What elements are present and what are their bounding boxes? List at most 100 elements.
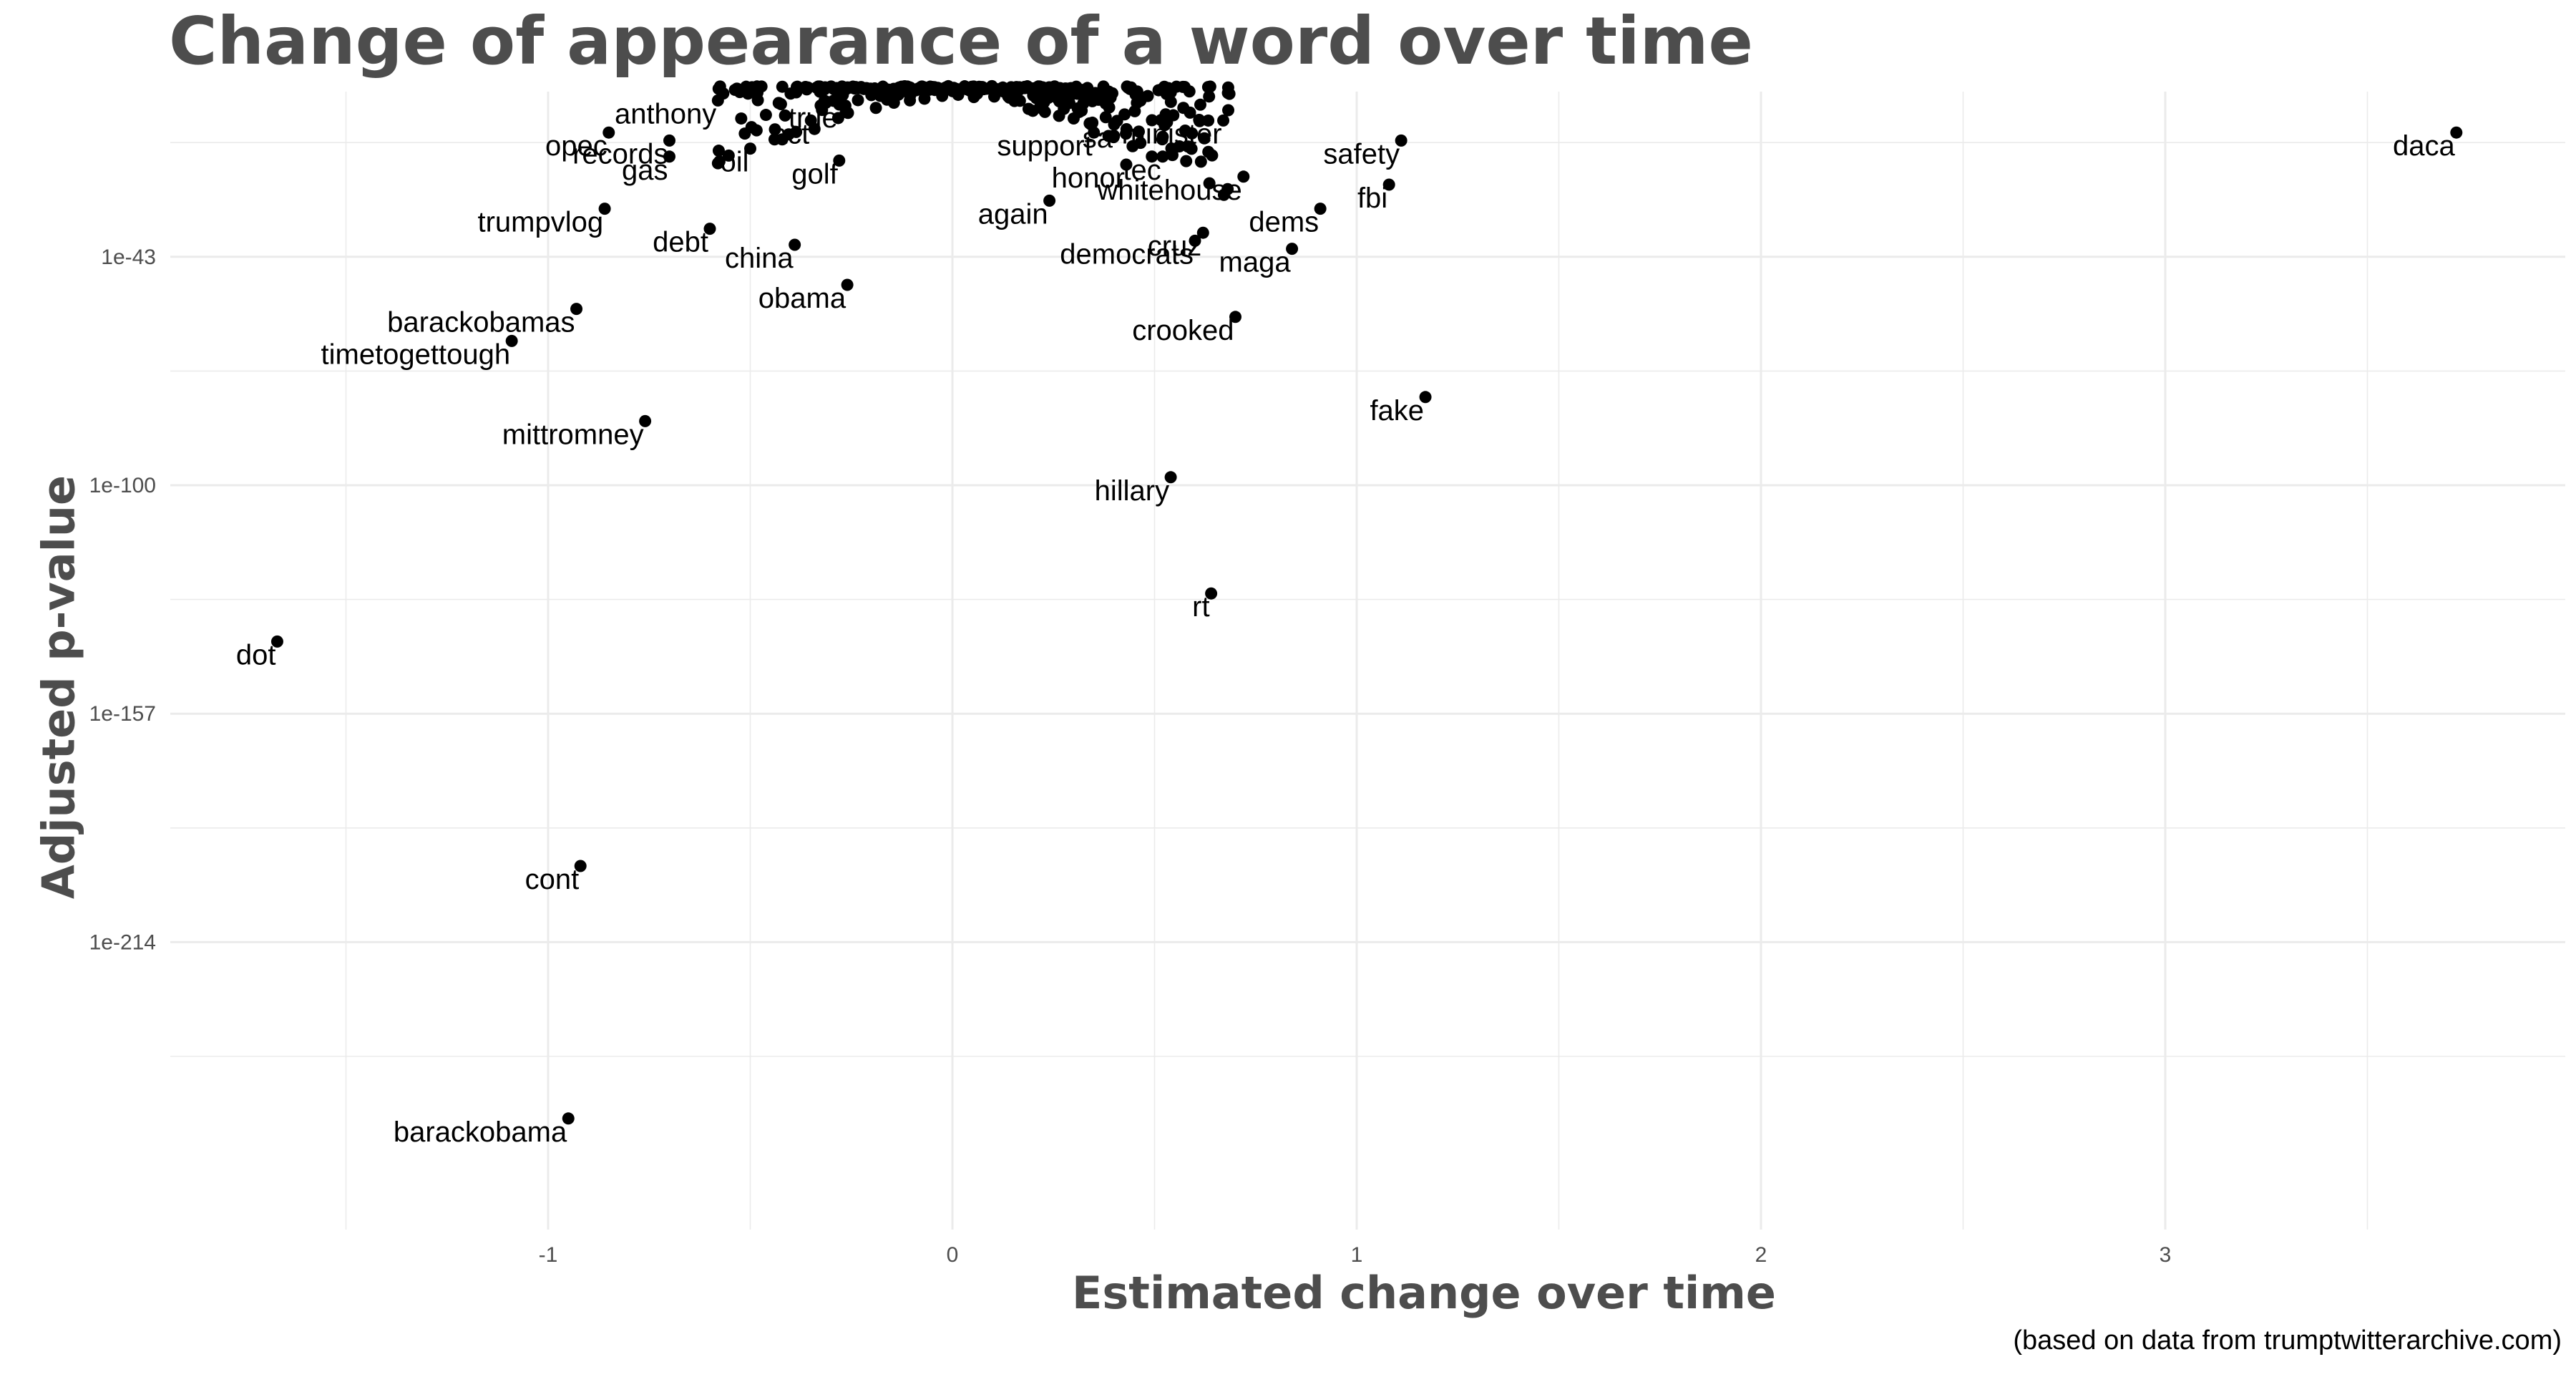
data-point-mittromney <box>639 414 652 427</box>
data-point-unlabeled <box>1068 82 1080 95</box>
data-point-unlabeled <box>1181 140 1194 153</box>
data-point-unlabeled <box>1121 80 1133 93</box>
y-tick-label: 1e-100 <box>89 474 156 497</box>
data-point-unlabeled <box>712 145 725 157</box>
data-point-unlabeled <box>1176 80 1189 93</box>
data-point-obama <box>841 278 854 291</box>
point-label-debt: debt <box>653 227 708 258</box>
data-point-fake <box>1419 391 1432 404</box>
point-label-opec: opec <box>545 130 608 162</box>
y-tick-label: 1e-157 <box>89 702 156 726</box>
point-label-dot: dot <box>236 639 276 671</box>
point-labels: daca safety fbi dems maga whitehouse minister c… <box>236 98 2456 1147</box>
x-tick-label: -1 <box>539 1243 558 1267</box>
data-point-unlabeled <box>745 121 758 134</box>
point-label-cont: cont <box>525 864 580 895</box>
data-point-china <box>789 238 801 251</box>
data-point-unlabeled <box>1203 90 1216 103</box>
data-point-unlabeled <box>712 82 725 95</box>
y-tick-label: 1e-43 <box>101 245 156 269</box>
data-point-unlabeled <box>904 94 917 107</box>
point-label-fake: fake <box>1370 395 1424 427</box>
point-label-true: true <box>789 102 838 134</box>
x-tick-label: 2 <box>1755 1243 1767 1267</box>
point-label-honor: honor <box>1052 162 1125 194</box>
data-point-gas <box>663 150 675 163</box>
data-point-unlabeled <box>759 109 772 122</box>
point-label-china: china <box>725 243 794 274</box>
data-point-unlabeled <box>776 80 789 93</box>
point-label-obama: obama <box>758 283 847 314</box>
data-point-unlabeled <box>776 133 789 146</box>
data-point-unlabeled <box>1118 108 1131 121</box>
data-point-honor <box>1120 158 1133 171</box>
data-point-unlabeled <box>1201 81 1214 94</box>
data-point-unlabeled <box>772 97 785 110</box>
data-point-tec <box>1156 150 1169 163</box>
data-point-unlabeled <box>869 102 882 115</box>
data-point-whitehouse <box>1237 170 1250 183</box>
data-point-unlabeled <box>1073 106 1085 119</box>
data-point-golf <box>833 154 846 167</box>
chart-caption: (based on data from trumptwitterarchive.… <box>2013 1325 2562 1356</box>
data-point-unlabeled <box>1180 155 1193 167</box>
data-point-unlabeled <box>1198 132 1211 145</box>
x-axis-title: Estimated change over time <box>0 1267 2576 1319</box>
point-label-trumpvlog: trumpvlog <box>477 207 603 238</box>
data-point-unlabeled <box>1221 87 1234 99</box>
data-point-unlabeled <box>779 109 791 122</box>
point-label-again: again <box>978 198 1048 230</box>
x-tick-label: 1 <box>1351 1243 1363 1267</box>
data-point-unlabeled <box>1194 115 1206 127</box>
point-label-daca: daca <box>2393 130 2455 162</box>
point-label-gas: gas <box>622 155 668 186</box>
data-point-unlabeled <box>1155 83 1168 96</box>
chart-title: Change of appearance of a word over time <box>169 3 1753 79</box>
data-point-hillary <box>1164 471 1177 484</box>
point-label-sa: sa <box>1083 122 1113 154</box>
data-point-unlabeled <box>1106 87 1118 99</box>
data-point-unlabeled <box>808 122 821 135</box>
data-point-unlabeled <box>1099 111 1112 124</box>
point-label-timetogettough: timetogettough <box>321 339 511 370</box>
data-point-unlabeled <box>1146 150 1158 163</box>
data-point-unlabeled <box>827 94 840 107</box>
data-point-unlabeled <box>746 81 758 94</box>
data-point-dot <box>270 635 283 648</box>
data-point-unlabeled <box>791 80 804 93</box>
data-point-opec <box>602 126 615 139</box>
point-label-mittromney: mittromney <box>502 419 644 450</box>
data-point-unlabeled <box>1194 155 1207 168</box>
data-point-unlabeled <box>1097 82 1110 94</box>
data-point-unlabeled <box>1156 133 1169 146</box>
point-label-tec: tec <box>1123 155 1161 186</box>
data-points <box>270 79 2463 1125</box>
data-point-unlabeled <box>1217 188 1230 201</box>
data-point-minister <box>1217 114 1230 127</box>
data-point-debt <box>703 223 716 235</box>
data-point-safety <box>1395 134 1407 147</box>
data-point-unlabeled <box>790 125 803 138</box>
point-label-support: support <box>997 130 1092 162</box>
point-label-fbi: fbi <box>1357 183 1387 214</box>
point-label-maga: maga <box>1219 247 1292 278</box>
data-point-barackobama <box>562 1112 575 1125</box>
point-label-dems: dems <box>1249 207 1319 238</box>
data-point-timetogettough <box>505 334 518 347</box>
data-point-cruz <box>1196 226 1209 239</box>
x-tick-label: 3 <box>2160 1243 2172 1267</box>
data-point-unlabeled <box>1103 101 1116 114</box>
data-point-unlabeled <box>1184 106 1196 119</box>
point-label-act: act <box>771 118 809 150</box>
data-point-unlabeled <box>1077 86 1090 99</box>
point-label-rt: rt <box>1192 591 1209 623</box>
data-point-unlabeled <box>918 92 931 105</box>
data-point-unlabeled <box>1102 130 1115 142</box>
point-label-records: records <box>572 138 668 170</box>
data-point-unlabeled <box>769 123 781 136</box>
data-point-unlabeled <box>852 94 864 107</box>
data-point-maga <box>1286 243 1299 256</box>
data-point-unlabeled <box>1202 145 1215 158</box>
data-point-democrats <box>1189 234 1201 247</box>
